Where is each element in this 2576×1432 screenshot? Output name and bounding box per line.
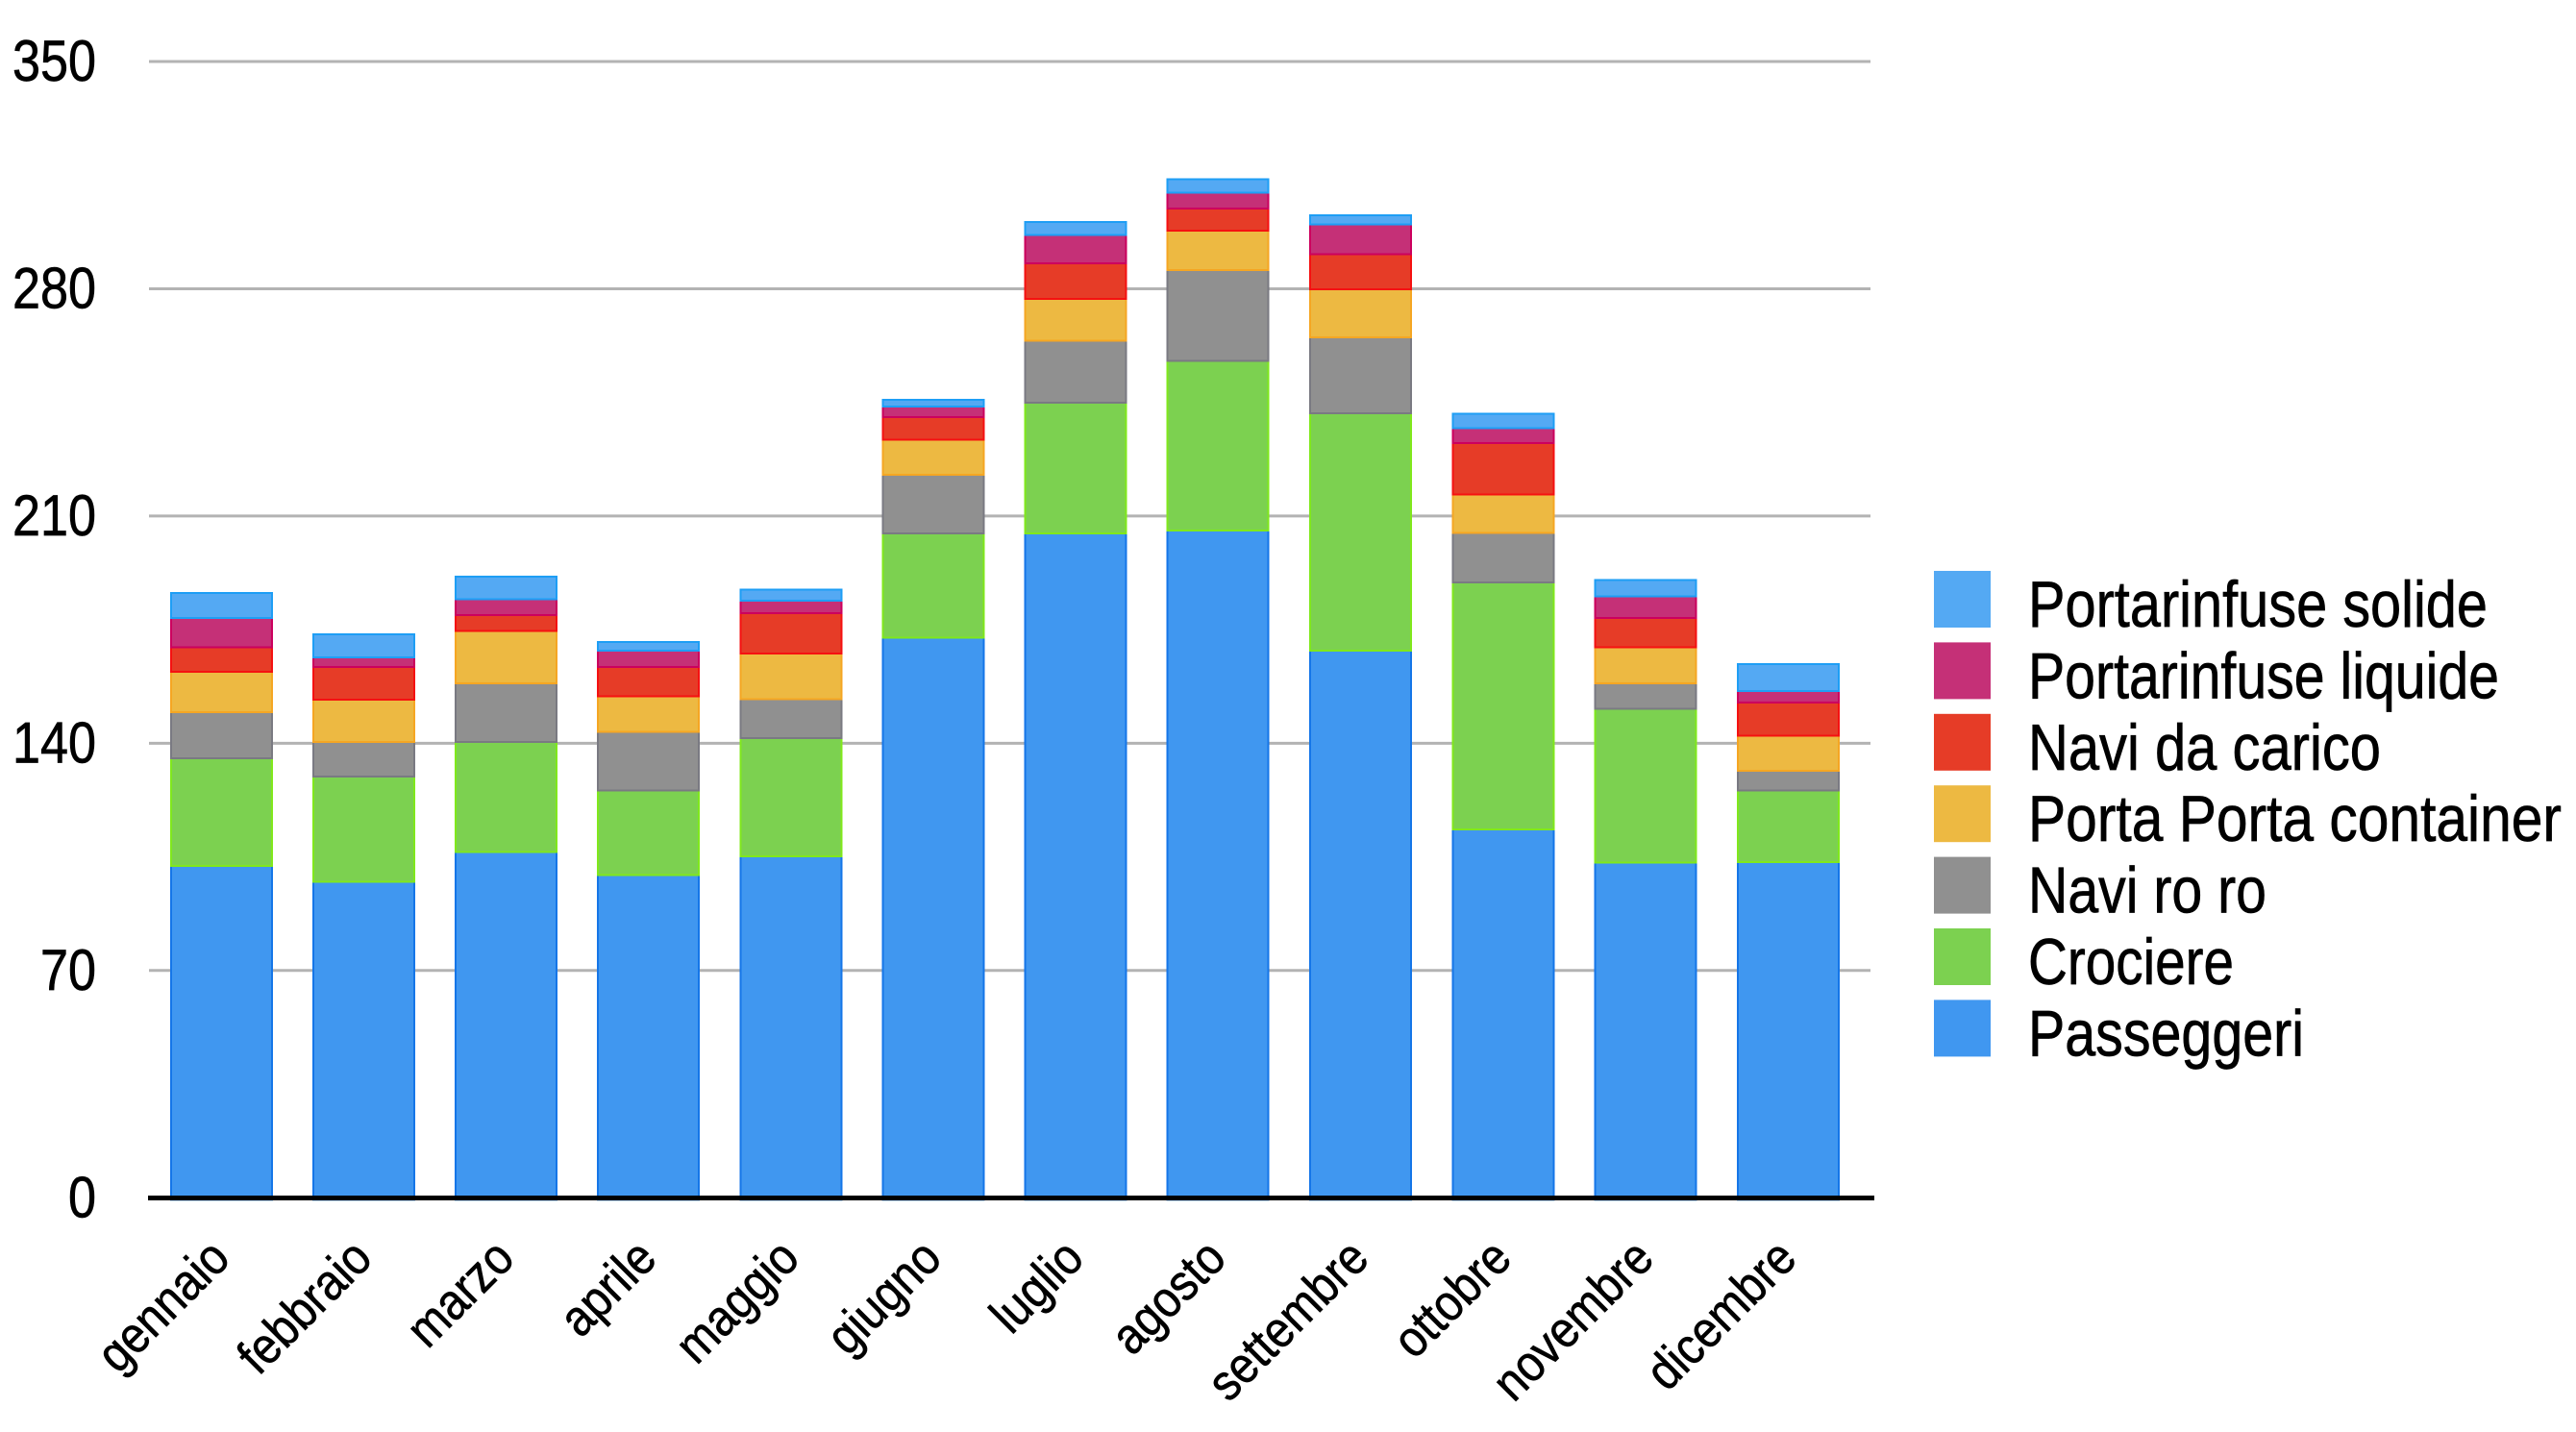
svg-text:280: 280 [12, 257, 96, 321]
svg-text:Porta Porta container: Porta Porta container [2028, 782, 2562, 855]
svg-text:Navi ro ro: Navi ro ro [2028, 854, 2266, 927]
svg-text:Passeggeri: Passeggeri [2028, 997, 2304, 1070]
svg-text:Portarinfuse liquide: Portarinfuse liquide [2028, 639, 2499, 712]
svg-text:Portarinfuse solide: Portarinfuse solide [2028, 568, 2488, 641]
svg-text:210: 210 [12, 483, 96, 548]
svg-text:350: 350 [12, 29, 96, 93]
svg-text:Crociere: Crociere [2028, 926, 2234, 999]
svg-text:70: 70 [40, 938, 96, 1002]
svg-text:140: 140 [12, 710, 96, 775]
svg-text:Navi da carico: Navi da carico [2028, 711, 2381, 784]
svg-text:0: 0 [68, 1165, 96, 1229]
